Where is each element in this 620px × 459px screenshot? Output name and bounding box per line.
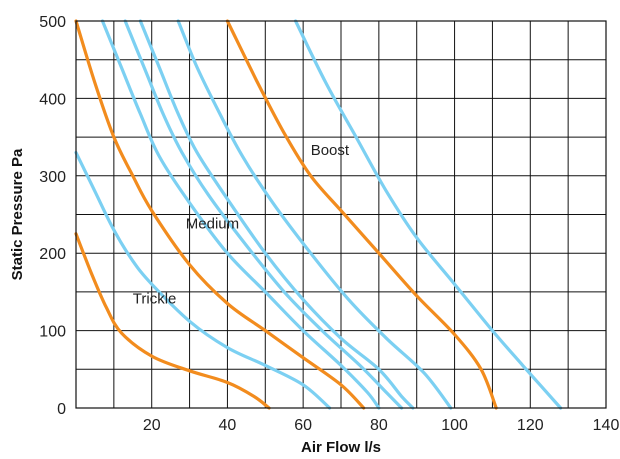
system-curve-line — [176, 19, 453, 410]
annotation-label: Boost — [311, 142, 350, 159]
y-tick-label: 300 — [39, 169, 66, 186]
x-tick-label: 100 — [441, 417, 468, 434]
system-curve-line — [74, 151, 332, 410]
x-tick-label: 120 — [517, 417, 544, 434]
tick-labels: 20 40 60 80 100 120 140 0 100 200 300 400 500 — [39, 14, 619, 434]
system-curve-line — [100, 19, 381, 410]
series-line-boost — [225, 19, 498, 410]
y-tick-label: 100 — [39, 324, 66, 341]
x-tick-label: 80 — [370, 417, 388, 434]
y-tick-label: 400 — [39, 91, 66, 108]
y-axis-title: Static Pressure Pa — [9, 148, 26, 280]
system-curve-line — [138, 19, 415, 410]
curves — [74, 19, 563, 410]
series-line-medium — [74, 19, 366, 410]
x-tick-label: 140 — [593, 417, 620, 434]
series-line-trickle — [74, 232, 271, 410]
system-curve-line — [123, 19, 404, 410]
y-tick-label: 500 — [39, 14, 66, 31]
y-tick-label: 0 — [57, 401, 66, 418]
system-curve-line — [294, 19, 563, 410]
grid — [75, 20, 607, 409]
annotation-label: Trickle — [133, 291, 177, 308]
x-tick-label: 20 — [143, 417, 161, 434]
x-axis-title: Air Flow l/s — [301, 439, 381, 456]
y-tick-label: 200 — [39, 246, 66, 263]
x-tick-label: 40 — [219, 417, 237, 434]
plot-frame — [75, 20, 607, 409]
annotation-label: Medium — [186, 215, 239, 232]
x-tick-label: 60 — [294, 417, 312, 434]
annotations: Trickle Medium Boost — [133, 142, 350, 308]
